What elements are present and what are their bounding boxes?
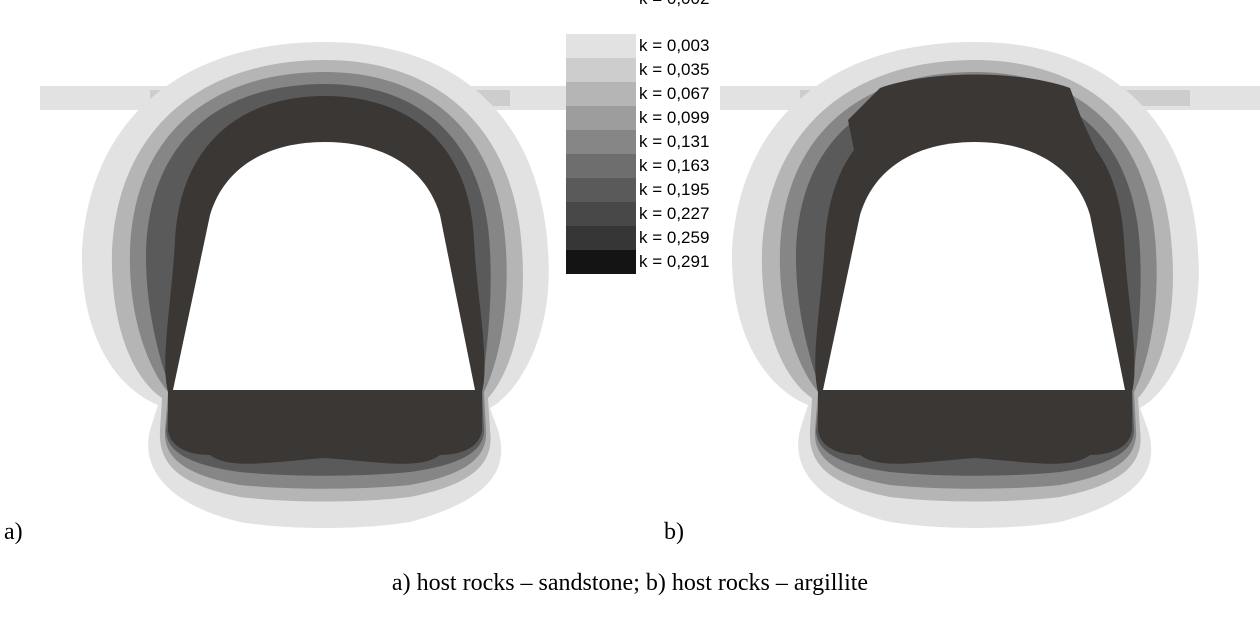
legend-label: k = 0,259 — [639, 228, 710, 247]
legend-item: k = 0,067 — [566, 82, 709, 106]
panel-a-label: a) — [4, 519, 23, 545]
panel-a-contour-plot — [40, 42, 570, 528]
panel-b-contour-plot — [720, 42, 1260, 528]
legend-label: k = 0,195 — [639, 180, 710, 199]
legend-label: k = 0,099 — [639, 108, 710, 127]
legend-label: k = 0,067 — [639, 84, 710, 103]
legend-swatch — [566, 34, 636, 58]
panel-a-opening — [173, 142, 475, 390]
legend-swatch — [566, 226, 636, 250]
legend-swatch — [566, 58, 636, 82]
panel-b-opening — [823, 142, 1125, 390]
legend-item: k = 0,291 — [566, 250, 709, 274]
legend-item: k = 0,131 — [566, 130, 709, 154]
legend-item: k = 0,035 — [566, 58, 709, 82]
legend-swatch — [566, 82, 636, 106]
legend-top-label: k = 0,002 — [639, 0, 709, 9]
legend-label: k = 0,131 — [639, 132, 710, 151]
legend-item: k = 0,163 — [566, 154, 709, 178]
panel-b-label: b) — [664, 519, 684, 545]
legend-label: k = 0,227 — [639, 204, 710, 223]
legend-item: k = 0,259 — [566, 226, 709, 250]
legend-swatch — [566, 178, 636, 202]
legend-swatch — [566, 130, 636, 154]
legend-item: k = 0,227 — [566, 202, 709, 226]
legend-item: k = 0,099 — [566, 106, 709, 130]
legend-label: k = 0,163 — [639, 156, 710, 175]
legend-label: k = 0,035 — [639, 60, 710, 79]
legend: k = 0,003 k = 0,035 k = 0,067 k = 0,099 k = … — [566, 4, 709, 276]
legend-label: k = 0,003 — [639, 36, 710, 55]
figure-caption: a) host rocks – sandstone; b) host rocks… — [391, 570, 869, 596]
legend-swatch — [566, 154, 636, 178]
legend-item: k = 0,003 — [566, 34, 709, 58]
legend-swatch — [566, 106, 636, 130]
legend-swatch — [566, 202, 636, 226]
legend-swatch — [566, 250, 636, 274]
legend-item: k = 0,195 — [566, 178, 709, 202]
legend-label: k = 0,291 — [639, 252, 710, 271]
